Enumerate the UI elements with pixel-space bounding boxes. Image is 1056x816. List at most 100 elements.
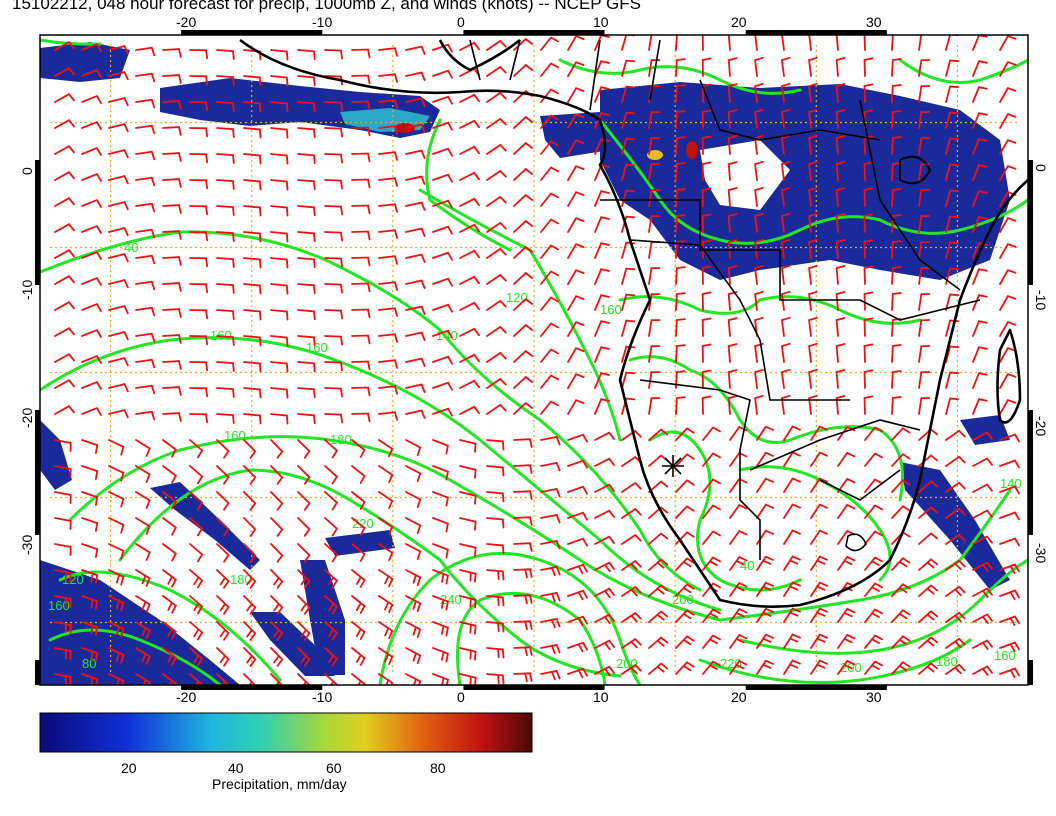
wind-barb — [162, 569, 177, 588]
wind-barb — [189, 517, 204, 537]
wind-barb — [513, 141, 533, 155]
axis-scale-bars — [35, 30, 1033, 690]
wind-barb — [432, 517, 449, 533]
wind-barb — [835, 239, 846, 259]
wind-barb — [701, 109, 712, 129]
wind-barb — [621, 585, 642, 597]
wind-barb — [540, 218, 559, 233]
wind-barb — [701, 135, 712, 155]
wind-barb — [297, 439, 311, 459]
wind-barb — [432, 355, 453, 365]
wind-barb — [567, 321, 585, 337]
contour-label: 140 — [436, 328, 458, 343]
wind-barb — [783, 425, 801, 441]
wind-barb — [675, 214, 686, 233]
wind-barb — [432, 381, 453, 391]
wind-barb — [135, 517, 151, 535]
wind-barb — [135, 384, 156, 395]
coastline-north — [438, 38, 521, 72]
contour-label: 120 — [62, 572, 84, 587]
wind-barb — [621, 507, 642, 519]
wind-barb — [918, 111, 931, 129]
wind-barb — [432, 621, 449, 637]
wind-barb — [486, 143, 507, 155]
wind-barb — [351, 48, 371, 59]
wind-barb — [324, 335, 343, 346]
wind-barb — [701, 213, 712, 233]
wind-barb — [189, 127, 209, 138]
wind-barb — [675, 505, 695, 519]
wind-barb — [243, 569, 257, 589]
wind-barb — [972, 164, 988, 181]
wind-barb — [594, 268, 610, 285]
wind-barb — [54, 647, 72, 660]
wind-barb — [754, 108, 764, 129]
border-line — [859, 299, 981, 321]
wind-barb — [216, 231, 235, 242]
wind-barb — [189, 335, 209, 346]
wind-barb — [675, 635, 695, 649]
wind-barb — [918, 558, 939, 571]
wind-barb — [297, 101, 316, 113]
wind-barb — [621, 189, 636, 207]
wind-barb — [727, 343, 738, 363]
wind-barb — [945, 663, 966, 675]
wind-barb — [351, 543, 366, 562]
wind-barb — [135, 124, 156, 135]
wind-barb — [621, 637, 642, 649]
wind-barb — [675, 240, 686, 259]
contour-line — [738, 465, 892, 582]
wind-barb — [432, 491, 449, 507]
wind-barb — [727, 135, 738, 155]
wind-barb — [675, 266, 686, 285]
border-line — [749, 419, 921, 471]
wind-barb — [999, 346, 1017, 363]
wind-barb — [918, 454, 939, 467]
lon-tick-bottom: 30 — [866, 689, 882, 705]
wind-barb — [108, 543, 125, 560]
wind-barb — [81, 120, 102, 130]
wind-barb — [108, 226, 129, 237]
wind-barb — [162, 282, 182, 292]
wind-barb — [513, 63, 533, 77]
wind-barb — [243, 231, 262, 243]
wind-barb — [162, 204, 182, 214]
wind-barb — [54, 673, 72, 685]
wind-barb — [54, 621, 72, 634]
wind-barb — [972, 535, 993, 545]
wind-barb — [486, 325, 507, 337]
wind-barb — [810, 581, 828, 597]
wind-barb — [837, 503, 856, 519]
wind-barb — [999, 372, 1017, 389]
wind-barb — [567, 295, 585, 311]
wind-barb — [567, 511, 588, 521]
wind-barb — [270, 101, 289, 113]
wind-barb — [540, 400, 559, 415]
wind-barb — [756, 633, 774, 649]
wind-barb — [378, 465, 394, 484]
wind-barb — [648, 397, 661, 415]
wind-barb — [324, 621, 339, 641]
wind-barb — [567, 165, 585, 181]
wind-barb — [540, 643, 561, 655]
wind-barb — [864, 634, 883, 649]
wind-barb — [808, 290, 818, 311]
contour-label: 240 — [440, 592, 462, 607]
wind-barb — [459, 543, 477, 557]
border-line — [600, 199, 860, 301]
wind-barb — [675, 110, 686, 129]
wind-barb — [621, 397, 636, 415]
wind-barb — [432, 303, 453, 313]
wind-barb — [808, 56, 818, 77]
wind-barb — [945, 559, 966, 571]
wind-barb — [270, 465, 284, 485]
wind-barb — [513, 167, 533, 181]
wind-barb — [297, 465, 311, 485]
wind-barb — [648, 293, 661, 311]
wind-barb — [216, 569, 230, 589]
contour-line — [698, 638, 972, 684]
wind-barb — [810, 503, 828, 519]
location-marker-icon — [662, 455, 684, 477]
wind-barb — [486, 673, 505, 685]
wind-barb — [162, 100, 182, 110]
